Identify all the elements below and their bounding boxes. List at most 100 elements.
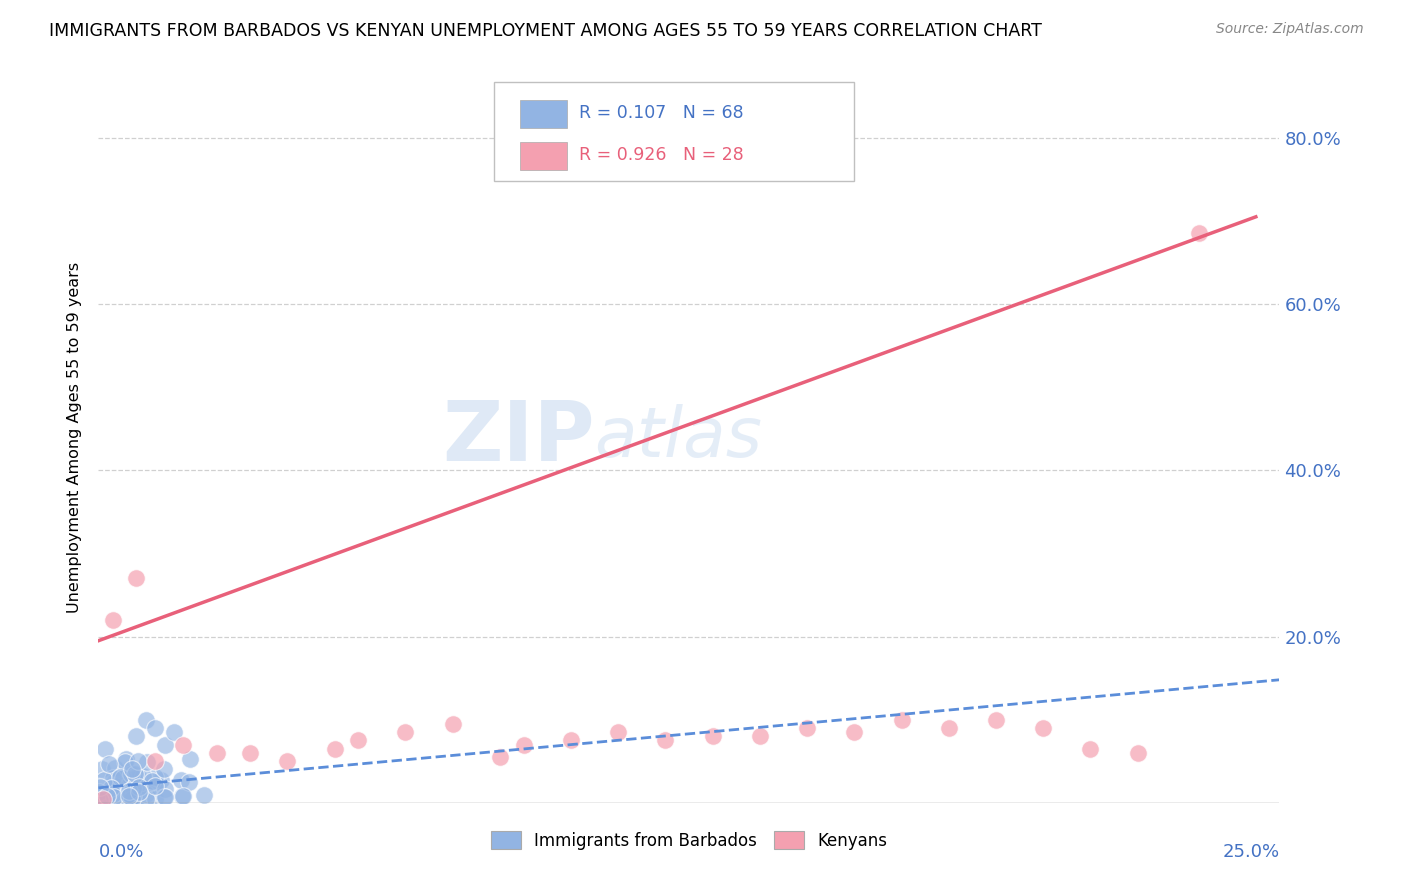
Text: ZIP: ZIP: [441, 397, 595, 477]
Point: [172, 738, 194, 752]
Point: [323, 741, 346, 756]
Point: [153, 738, 176, 752]
Point: [143, 779, 166, 793]
Point: [93, 773, 115, 788]
Point: [112, 778, 135, 792]
Point: [890, 713, 912, 727]
Point: [796, 721, 818, 735]
Point: [172, 789, 194, 803]
Point: [748, 729, 770, 743]
Point: [125, 780, 148, 795]
Point: [239, 746, 262, 760]
Point: [112, 795, 135, 809]
Point: [702, 729, 724, 743]
Point: [111, 772, 134, 786]
Point: [122, 772, 145, 786]
Point: [127, 754, 149, 768]
Point: [1126, 746, 1149, 760]
Point: [654, 733, 676, 747]
Point: [115, 752, 138, 766]
Point: [347, 733, 370, 747]
Point: [170, 773, 193, 788]
Point: [94, 741, 117, 756]
Point: [149, 772, 172, 787]
Point: [103, 787, 125, 801]
Point: [98, 757, 121, 772]
Point: [136, 755, 159, 769]
Point: [110, 772, 132, 786]
Point: [120, 767, 142, 781]
Point: [120, 793, 142, 807]
Text: 25.0%: 25.0%: [1222, 843, 1279, 861]
Point: [87, 795, 110, 809]
Point: [121, 792, 143, 806]
Text: Source: ZipAtlas.com: Source: ZipAtlas.com: [1216, 22, 1364, 37]
Point: [155, 782, 177, 797]
Point: [143, 754, 166, 768]
Point: [193, 788, 215, 802]
Text: R = 0.107   N = 68: R = 0.107 N = 68: [579, 104, 744, 122]
Point: [560, 733, 582, 747]
Point: [152, 763, 174, 777]
Point: [89, 793, 111, 807]
Point: [118, 789, 141, 804]
Point: [844, 725, 866, 739]
Legend: Immigrants from Barbados, Kenyans: Immigrants from Barbados, Kenyans: [484, 824, 894, 856]
Point: [205, 746, 228, 760]
Point: [87, 785, 110, 799]
Point: [114, 755, 136, 769]
Point: [128, 780, 150, 795]
Point: [512, 738, 534, 752]
Point: [394, 725, 416, 739]
Point: [104, 774, 127, 789]
Point: [101, 613, 124, 627]
Point: [135, 792, 157, 806]
Point: [91, 791, 114, 805]
Text: 0.0%: 0.0%: [98, 843, 143, 861]
Point: [1188, 227, 1211, 241]
Text: R = 0.926   N = 28: R = 0.926 N = 28: [579, 146, 744, 164]
Point: [89, 780, 111, 794]
Point: [125, 571, 148, 585]
FancyBboxPatch shape: [494, 82, 855, 181]
Point: [101, 771, 124, 785]
Point: [141, 774, 163, 789]
Point: [118, 787, 141, 801]
Point: [104, 761, 127, 775]
Point: [153, 790, 176, 805]
Point: [441, 716, 464, 731]
Point: [128, 785, 150, 799]
Point: [143, 779, 166, 793]
Point: [170, 789, 193, 804]
Point: [153, 790, 176, 805]
Text: atlas: atlas: [595, 403, 762, 471]
Text: IMMIGRANTS FROM BARBADOS VS KENYAN UNEMPLOYMENT AMONG AGES 55 TO 59 YEARS CORREL: IMMIGRANTS FROM BARBADOS VS KENYAN UNEMP…: [49, 22, 1042, 40]
Point: [143, 792, 166, 806]
Point: [489, 750, 512, 764]
Point: [607, 725, 630, 739]
Y-axis label: Unemployment Among Ages 55 to 59 years: Unemployment Among Ages 55 to 59 years: [67, 261, 83, 613]
Point: [125, 729, 148, 743]
Point: [125, 791, 148, 805]
Point: [276, 754, 298, 768]
Point: [179, 752, 201, 766]
Point: [98, 786, 121, 800]
Point: [122, 780, 145, 795]
Point: [984, 713, 1007, 727]
Point: [108, 770, 131, 784]
Point: [117, 784, 139, 798]
Point: [124, 767, 146, 781]
Point: [1032, 721, 1054, 735]
Point: [143, 770, 166, 784]
Point: [938, 721, 960, 735]
FancyBboxPatch shape: [520, 100, 567, 128]
Point: [163, 725, 186, 739]
Point: [1080, 741, 1102, 756]
Point: [121, 789, 143, 803]
Point: [91, 763, 114, 777]
Point: [104, 779, 127, 793]
Point: [96, 789, 118, 803]
Point: [177, 774, 200, 789]
Point: [128, 771, 150, 785]
Point: [143, 721, 166, 735]
